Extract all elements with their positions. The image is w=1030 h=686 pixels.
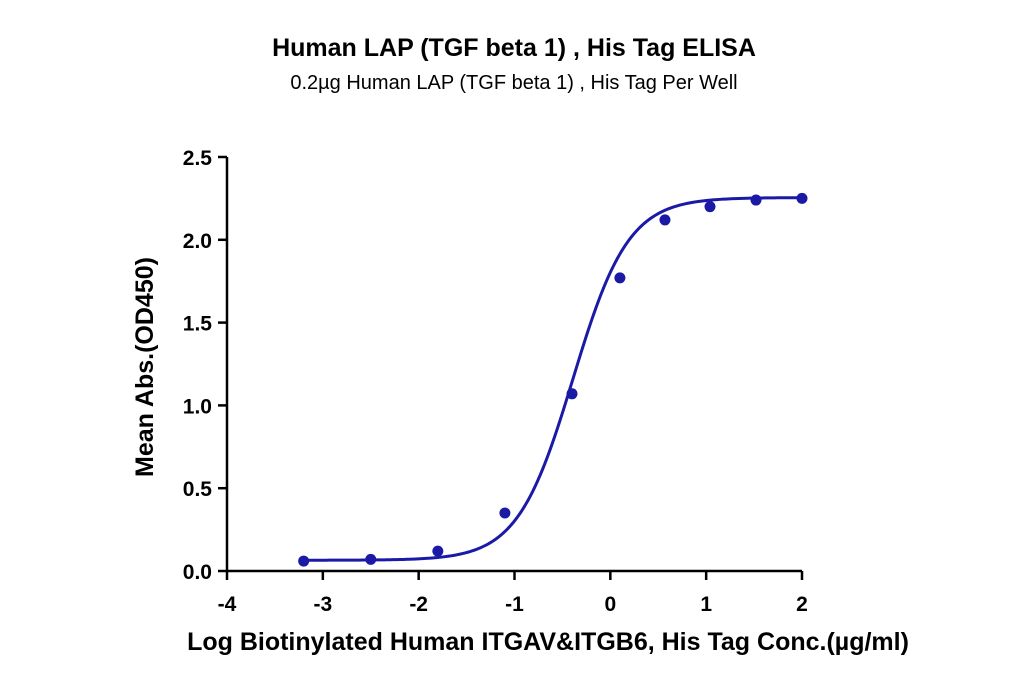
y-tick-label: 0.5 [183,478,213,501]
y-tick-label: 1.5 [183,313,213,336]
y-tick-label: 0.0 [183,561,212,584]
data-point [298,555,310,567]
data-point [750,194,762,206]
ticks: -4 -3 -2 -1 0 1 2 0.0 0.5 1.0 1.5 2.0 2.5 [183,147,808,616]
x-tick-label: 0 [604,593,616,616]
axes [225,157,802,573]
x-tick-label: -1 [505,593,524,616]
data-point [566,388,578,400]
data-point [704,201,716,213]
x-tick-label: 2 [796,593,808,616]
y-tick-label: 2.0 [183,230,212,253]
data-point [432,545,444,557]
y-axis-label: Mean Abs.(OD450) [131,257,159,477]
data-point [614,272,626,284]
data-point [365,553,377,565]
x-tick-label: -2 [409,593,428,616]
data-point [659,214,671,226]
chart-subtitle: 0.2µg Human LAP (TGF beta 1) , His Tag P… [290,72,737,94]
x-axis-label: Log Biotinylated Human ITGAV&ITGB6, His … [187,628,909,656]
fit-curve [303,196,802,562]
chart-title: Human LAP (TGF beta 1) , His Tag ELISA [272,34,756,62]
x-tick-label: 1 [700,593,712,616]
y-tick-label: 1.0 [183,395,212,418]
data-points-layer [298,192,808,567]
data-point [796,192,808,204]
x-tick-label: -3 [313,593,332,616]
data-point [499,507,511,519]
x-tick-label: -4 [218,593,237,616]
y-tick-label: 2.5 [183,147,213,170]
fit-curve-layer [303,196,802,562]
